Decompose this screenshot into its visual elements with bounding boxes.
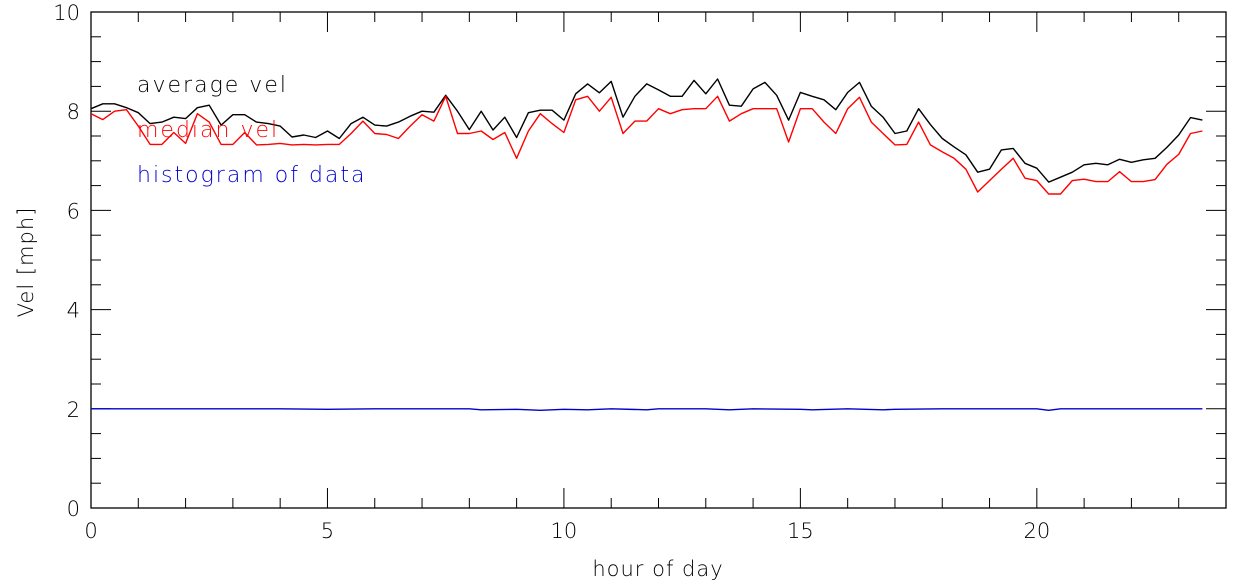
- y-axis-label: Vel [mph]: [14, 207, 38, 318]
- y-tick-label: 8: [67, 100, 80, 124]
- legend-label-average-vel: average vel: [137, 73, 288, 98]
- tick-labels: 0 5 10 15 20 0 2 4 6 8 10: [53, 1, 1050, 543]
- x-tick-label: 20: [1023, 519, 1050, 543]
- y-tick-label: 2: [67, 398, 80, 422]
- x-axis-label: hour of day: [592, 557, 723, 581]
- series-line-average-vel: [90, 78, 1203, 183]
- x-tick-label: 15: [787, 519, 814, 543]
- series-lines: [90, 78, 1203, 411]
- y-tick-label: 4: [67, 299, 80, 323]
- y-tick-label: 6: [67, 199, 80, 223]
- legend-label-histogram-of-data: histogram of data: [137, 163, 367, 188]
- series-line-median-vel: [90, 95, 1203, 195]
- legend-label-median-vel: median vel: [137, 118, 279, 143]
- y-tick-label: 10: [53, 1, 80, 25]
- x-tick-label: 5: [321, 519, 334, 543]
- series-line-histogram-of-data: [91, 408, 1203, 411]
- legend: average vel median vel histogram of data: [137, 73, 367, 188]
- y-tick-label: 0: [67, 497, 80, 521]
- x-tick-label: 0: [84, 519, 97, 543]
- x-tick-label: 10: [551, 519, 578, 543]
